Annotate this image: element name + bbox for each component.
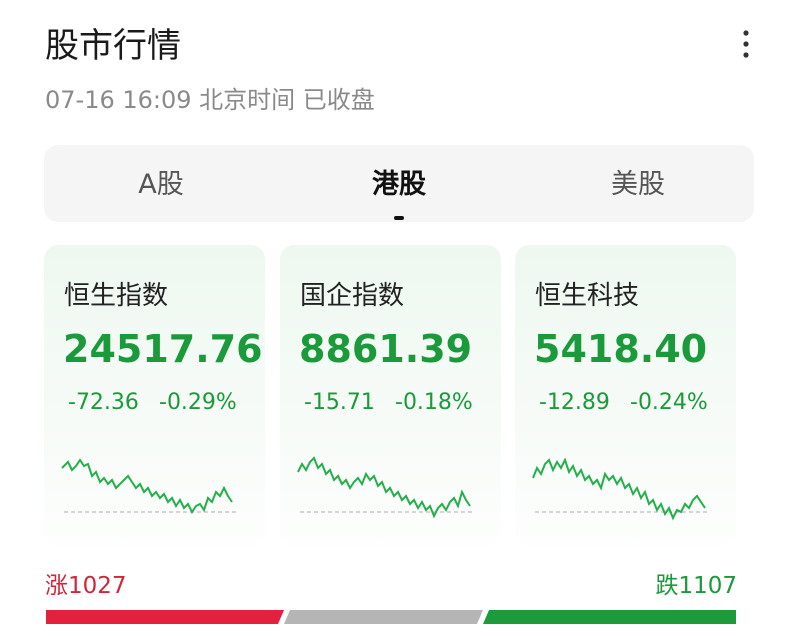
- down-count: 跌1107: [655, 573, 737, 599]
- sparkline-path: [61, 458, 233, 514]
- tab[interactable]: 美股: [611, 169, 665, 200]
- index-value: 5418.40: [534, 327, 708, 371]
- more-menu[interactable]: [736, 28, 756, 60]
- index-change: -72.36: [68, 390, 139, 415]
- tab-underline: [394, 216, 404, 220]
- sparkline-path: [532, 457, 706, 521]
- timestamp: 07-16 16:09 北京时间 已收盘: [45, 86, 375, 114]
- tab[interactable]: 港股: [372, 169, 426, 200]
- index-card[interactable]: 恒生科技 5418.40 -12.89 -0.24%: [515, 245, 736, 545]
- index-change: -12.89: [539, 390, 610, 415]
- sparkline: [532, 457, 709, 521]
- tab-bar: A股 港股 美股: [44, 145, 754, 222]
- index-name: 恒生科技: [535, 281, 640, 311]
- index-card[interactable]: 恒生指数 24517.76 -72.36 -0.29%: [44, 245, 265, 545]
- index-name: 国企指数: [300, 281, 405, 311]
- sparkline-path: [297, 456, 471, 519]
- index-percent: -0.18%: [395, 390, 473, 415]
- up-count: 涨1027: [45, 573, 127, 599]
- index-value: 8861.39: [299, 327, 473, 371]
- up-segment: [46, 610, 284, 624]
- breadth-bar: [46, 610, 736, 624]
- index-percent: -0.24%: [630, 390, 708, 415]
- tab[interactable]: A股: [138, 169, 184, 200]
- sparkline: [61, 458, 238, 514]
- index-name: 恒生指数: [64, 281, 169, 311]
- index-card[interactable]: 国企指数 8861.39 -15.71 -0.18%: [280, 245, 501, 545]
- index-percent: -0.29%: [159, 390, 237, 415]
- down-segment: [483, 610, 736, 624]
- flat-segment: [284, 610, 483, 624]
- page-title: 股市行情: [45, 26, 181, 66]
- index-change: -15.71: [304, 390, 375, 415]
- sparkline: [297, 456, 474, 519]
- index-value: 24517.76: [63, 327, 263, 371]
